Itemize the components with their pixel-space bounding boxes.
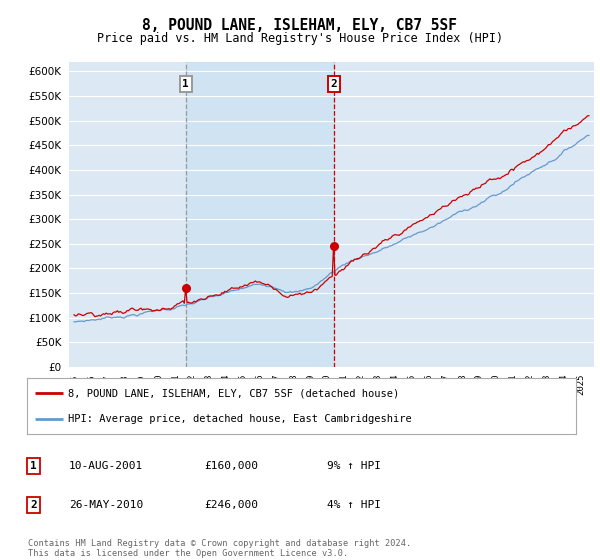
Text: Contains HM Land Registry data © Crown copyright and database right 2024.
This d: Contains HM Land Registry data © Crown c… (28, 539, 412, 558)
Text: 1: 1 (182, 79, 189, 88)
Text: 4% ↑ HPI: 4% ↑ HPI (327, 500, 381, 510)
Text: 26-MAY-2010: 26-MAY-2010 (69, 500, 143, 510)
Text: 10-AUG-2001: 10-AUG-2001 (69, 461, 143, 471)
Text: 1: 1 (30, 461, 37, 471)
Text: HPI: Average price, detached house, East Cambridgeshire: HPI: Average price, detached house, East… (68, 414, 412, 424)
Text: 2: 2 (30, 500, 37, 510)
Text: 9% ↑ HPI: 9% ↑ HPI (327, 461, 381, 471)
Bar (186, 62, 334, 367)
Text: 8, POUND LANE, ISLEHAM, ELY, CB7 5SF: 8, POUND LANE, ISLEHAM, ELY, CB7 5SF (143, 18, 458, 33)
Text: 8, POUND LANE, ISLEHAM, ELY, CB7 5SF (detached house): 8, POUND LANE, ISLEHAM, ELY, CB7 5SF (de… (68, 388, 400, 398)
Text: Price paid vs. HM Land Registry's House Price Index (HPI): Price paid vs. HM Land Registry's House … (97, 32, 503, 45)
Text: 2: 2 (331, 79, 337, 88)
Text: £246,000: £246,000 (204, 500, 258, 510)
Text: £160,000: £160,000 (204, 461, 258, 471)
